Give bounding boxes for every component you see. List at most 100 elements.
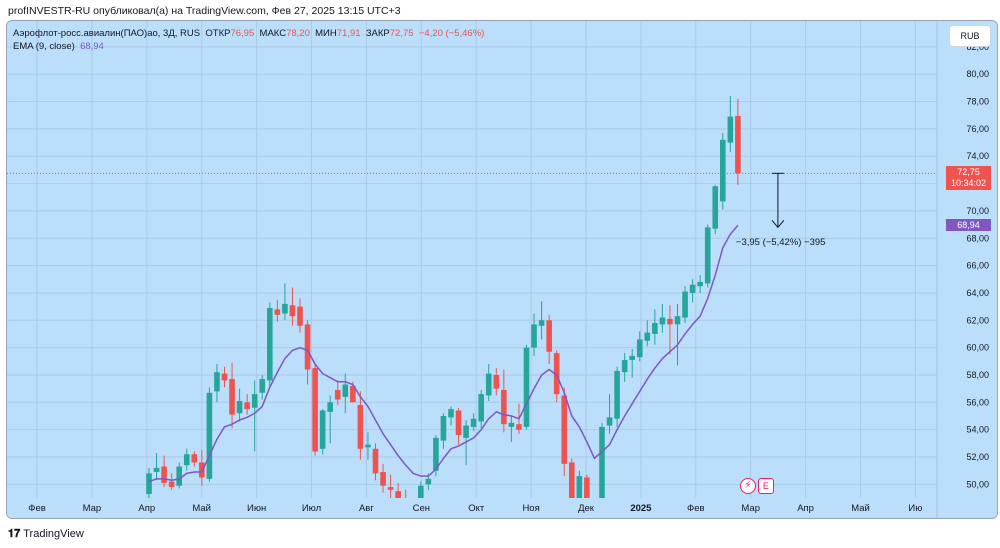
candle-body: [191, 454, 198, 463]
candle-body: [206, 392, 213, 479]
x-tick-label: Фев: [687, 503, 705, 514]
candle: [267, 302, 273, 388]
candle-body: [576, 476, 583, 498]
candle-body: [418, 485, 424, 498]
candle-body: [221, 373, 228, 381]
candle-body: [569, 462, 575, 498]
candle: [697, 275, 703, 293]
legend-low-label: МИН: [315, 28, 337, 39]
candle: [418, 481, 424, 498]
candle: [478, 390, 484, 429]
candle-body: [561, 395, 568, 464]
y-tick-label: 56,00: [966, 397, 989, 407]
candle-body: [463, 425, 469, 438]
annotation-layer[interactable]: [7, 172, 937, 229]
y-tick-label: 64,00: [966, 288, 989, 298]
candle: [289, 287, 296, 326]
y-tick-label: 76,00: [966, 124, 989, 134]
candle-body: [697, 282, 703, 287]
candle: [523, 344, 530, 430]
candle: [569, 458, 575, 498]
ema-line: [148, 224, 739, 483]
x-tick-label: Апр: [797, 503, 814, 514]
x-tick-label: Апр: [138, 503, 155, 514]
candle-body: [629, 355, 635, 360]
candle-body: [659, 317, 666, 325]
candle: [365, 432, 371, 460]
candle: [161, 455, 167, 488]
candle-body: [538, 320, 545, 326]
candle-body: [546, 320, 552, 352]
candle: [199, 450, 205, 486]
candle: [614, 366, 620, 427]
x-tick-label: Авг: [359, 503, 374, 514]
candle-body: [236, 400, 243, 414]
candle-body: [168, 481, 175, 488]
candle-body: [485, 373, 492, 396]
candle-body: [614, 370, 620, 419]
ema-price-badge: 68,94: [946, 219, 991, 232]
ema-layer: [148, 224, 739, 483]
last-price-badge: 72,75 10:34:02: [946, 166, 991, 191]
candle: [470, 413, 477, 432]
candle: [153, 452, 160, 481]
candle: [735, 98, 741, 185]
flash-event-icon[interactable]: ⚡: [739, 478, 756, 494]
tradingview-logo: 𝟏𝟕: [8, 528, 21, 540]
candle-body: [652, 323, 658, 334]
candle-body: [508, 422, 515, 427]
y-tick-label: 78,00: [966, 97, 989, 107]
legend-ema-label: EMA (9, close): [13, 41, 75, 52]
candle: [168, 473, 175, 490]
x-tick-label: 2025: [630, 503, 652, 514]
tradingview-brand[interactable]: 𝟏𝟕 TradingView: [8, 528, 84, 541]
candle-body: [334, 390, 341, 400]
candle: [667, 305, 673, 355]
legend-close-value: 72,75: [389, 28, 414, 39]
candle-body: [199, 462, 205, 478]
candle: [599, 422, 605, 498]
candle-body: [644, 332, 651, 341]
candle: [334, 380, 341, 406]
candle: [244, 394, 250, 415]
candle-body: [267, 307, 273, 381]
candle: [576, 470, 583, 498]
measure-arrow-head: [771, 219, 785, 229]
candle-body: [727, 116, 734, 143]
y-tick-label: 60,00: [966, 343, 989, 353]
candle-body: [357, 405, 364, 449]
candle: [319, 409, 326, 455]
candle-body: [387, 487, 394, 490]
y-tick-label: 58,00: [966, 370, 989, 380]
earnings-e-icon[interactable]: E: [757, 478, 774, 494]
candle-body: [282, 303, 288, 314]
candle: [720, 132, 726, 210]
chart-panel[interactable]: 50,00 52,00 54,00 56,00 58,00 60,00 62,00 64,00…: [6, 20, 998, 519]
candle: [327, 395, 333, 444]
candle: [485, 364, 492, 401]
candle-body: [146, 473, 152, 494]
candle: [206, 387, 213, 482]
chart-svg[interactable]: 50,00 52,00 54,00 56,00 58,00 60,00 62,00 64,00…: [7, 21, 997, 518]
candle: [380, 463, 386, 493]
y-tick-label: 52,00: [966, 452, 989, 462]
candle: [282, 283, 288, 321]
candle: [214, 364, 220, 403]
legend-ema-row[interactable]: EMA (9, close) 68,94: [13, 40, 484, 53]
candle: [689, 279, 696, 303]
candle: [191, 451, 198, 467]
candle-body: [455, 410, 462, 436]
x-tick-label: Май: [851, 503, 870, 514]
currency-button[interactable]: RUB: [949, 25, 991, 47]
candle: [531, 313, 537, 356]
candle-body: [674, 316, 681, 325]
candle: [357, 391, 364, 460]
candle-body: [425, 478, 432, 485]
candle: [644, 320, 651, 347]
x-tick-label: Ноя: [522, 503, 539, 514]
brand-name: TradingView: [23, 528, 84, 540]
x-tick-label: Дек: [578, 503, 595, 514]
candle-body: [606, 417, 613, 426]
candle-body: [312, 368, 318, 452]
legend-symbol[interactable]: Аэрофлот-росс.авиалин(ПАО)ао, 3Д, RUS: [13, 28, 201, 39]
